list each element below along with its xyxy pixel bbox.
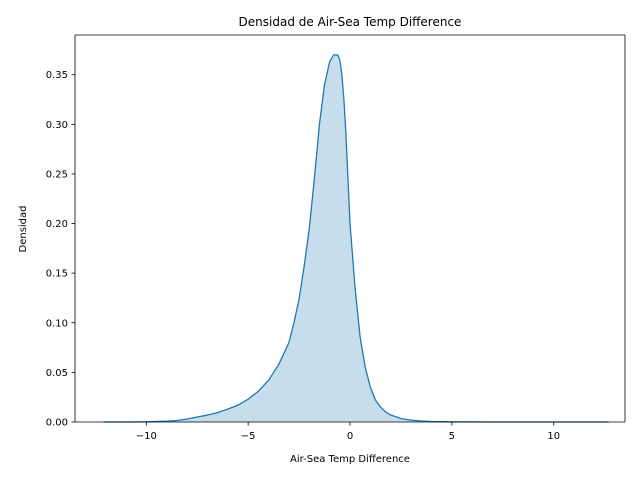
y-tick-label: 0.25 bbox=[46, 169, 68, 180]
density-line-0 bbox=[103, 54, 609, 423]
x-tick-label: 10 bbox=[547, 431, 560, 442]
x-tick-label: 5 bbox=[449, 431, 455, 442]
x-tick-label: −10 bbox=[136, 431, 157, 442]
y-tick-label: 0.30 bbox=[46, 120, 68, 131]
density-area-0 bbox=[103, 54, 609, 422]
y-axis-title: Densidad bbox=[18, 205, 29, 252]
y-tick-label: 0.20 bbox=[46, 219, 68, 230]
y-tick-label: 0.05 bbox=[46, 368, 68, 379]
x-axis: −10 −5 0 5 10 bbox=[136, 422, 560, 442]
x-tick-label: −5 bbox=[241, 431, 256, 442]
x-tick-label: 0 bbox=[347, 431, 353, 442]
x-axis-title: Air-Sea Temp Difference bbox=[290, 454, 410, 465]
y-tick-label: 0.15 bbox=[46, 269, 68, 280]
plot-area bbox=[74, 34, 626, 423]
y-axis: 0.00 0.05 0.10 0.15 0.20 0.25 0.30 0.35 bbox=[46, 70, 75, 429]
y-tick-label: 0.35 bbox=[46, 70, 68, 81]
y-tick-label: 0.00 bbox=[46, 418, 68, 429]
chart-title: Densidad de Air-Sea Temp Difference bbox=[239, 15, 462, 29]
y-tick-label: 0.10 bbox=[46, 318, 68, 329]
